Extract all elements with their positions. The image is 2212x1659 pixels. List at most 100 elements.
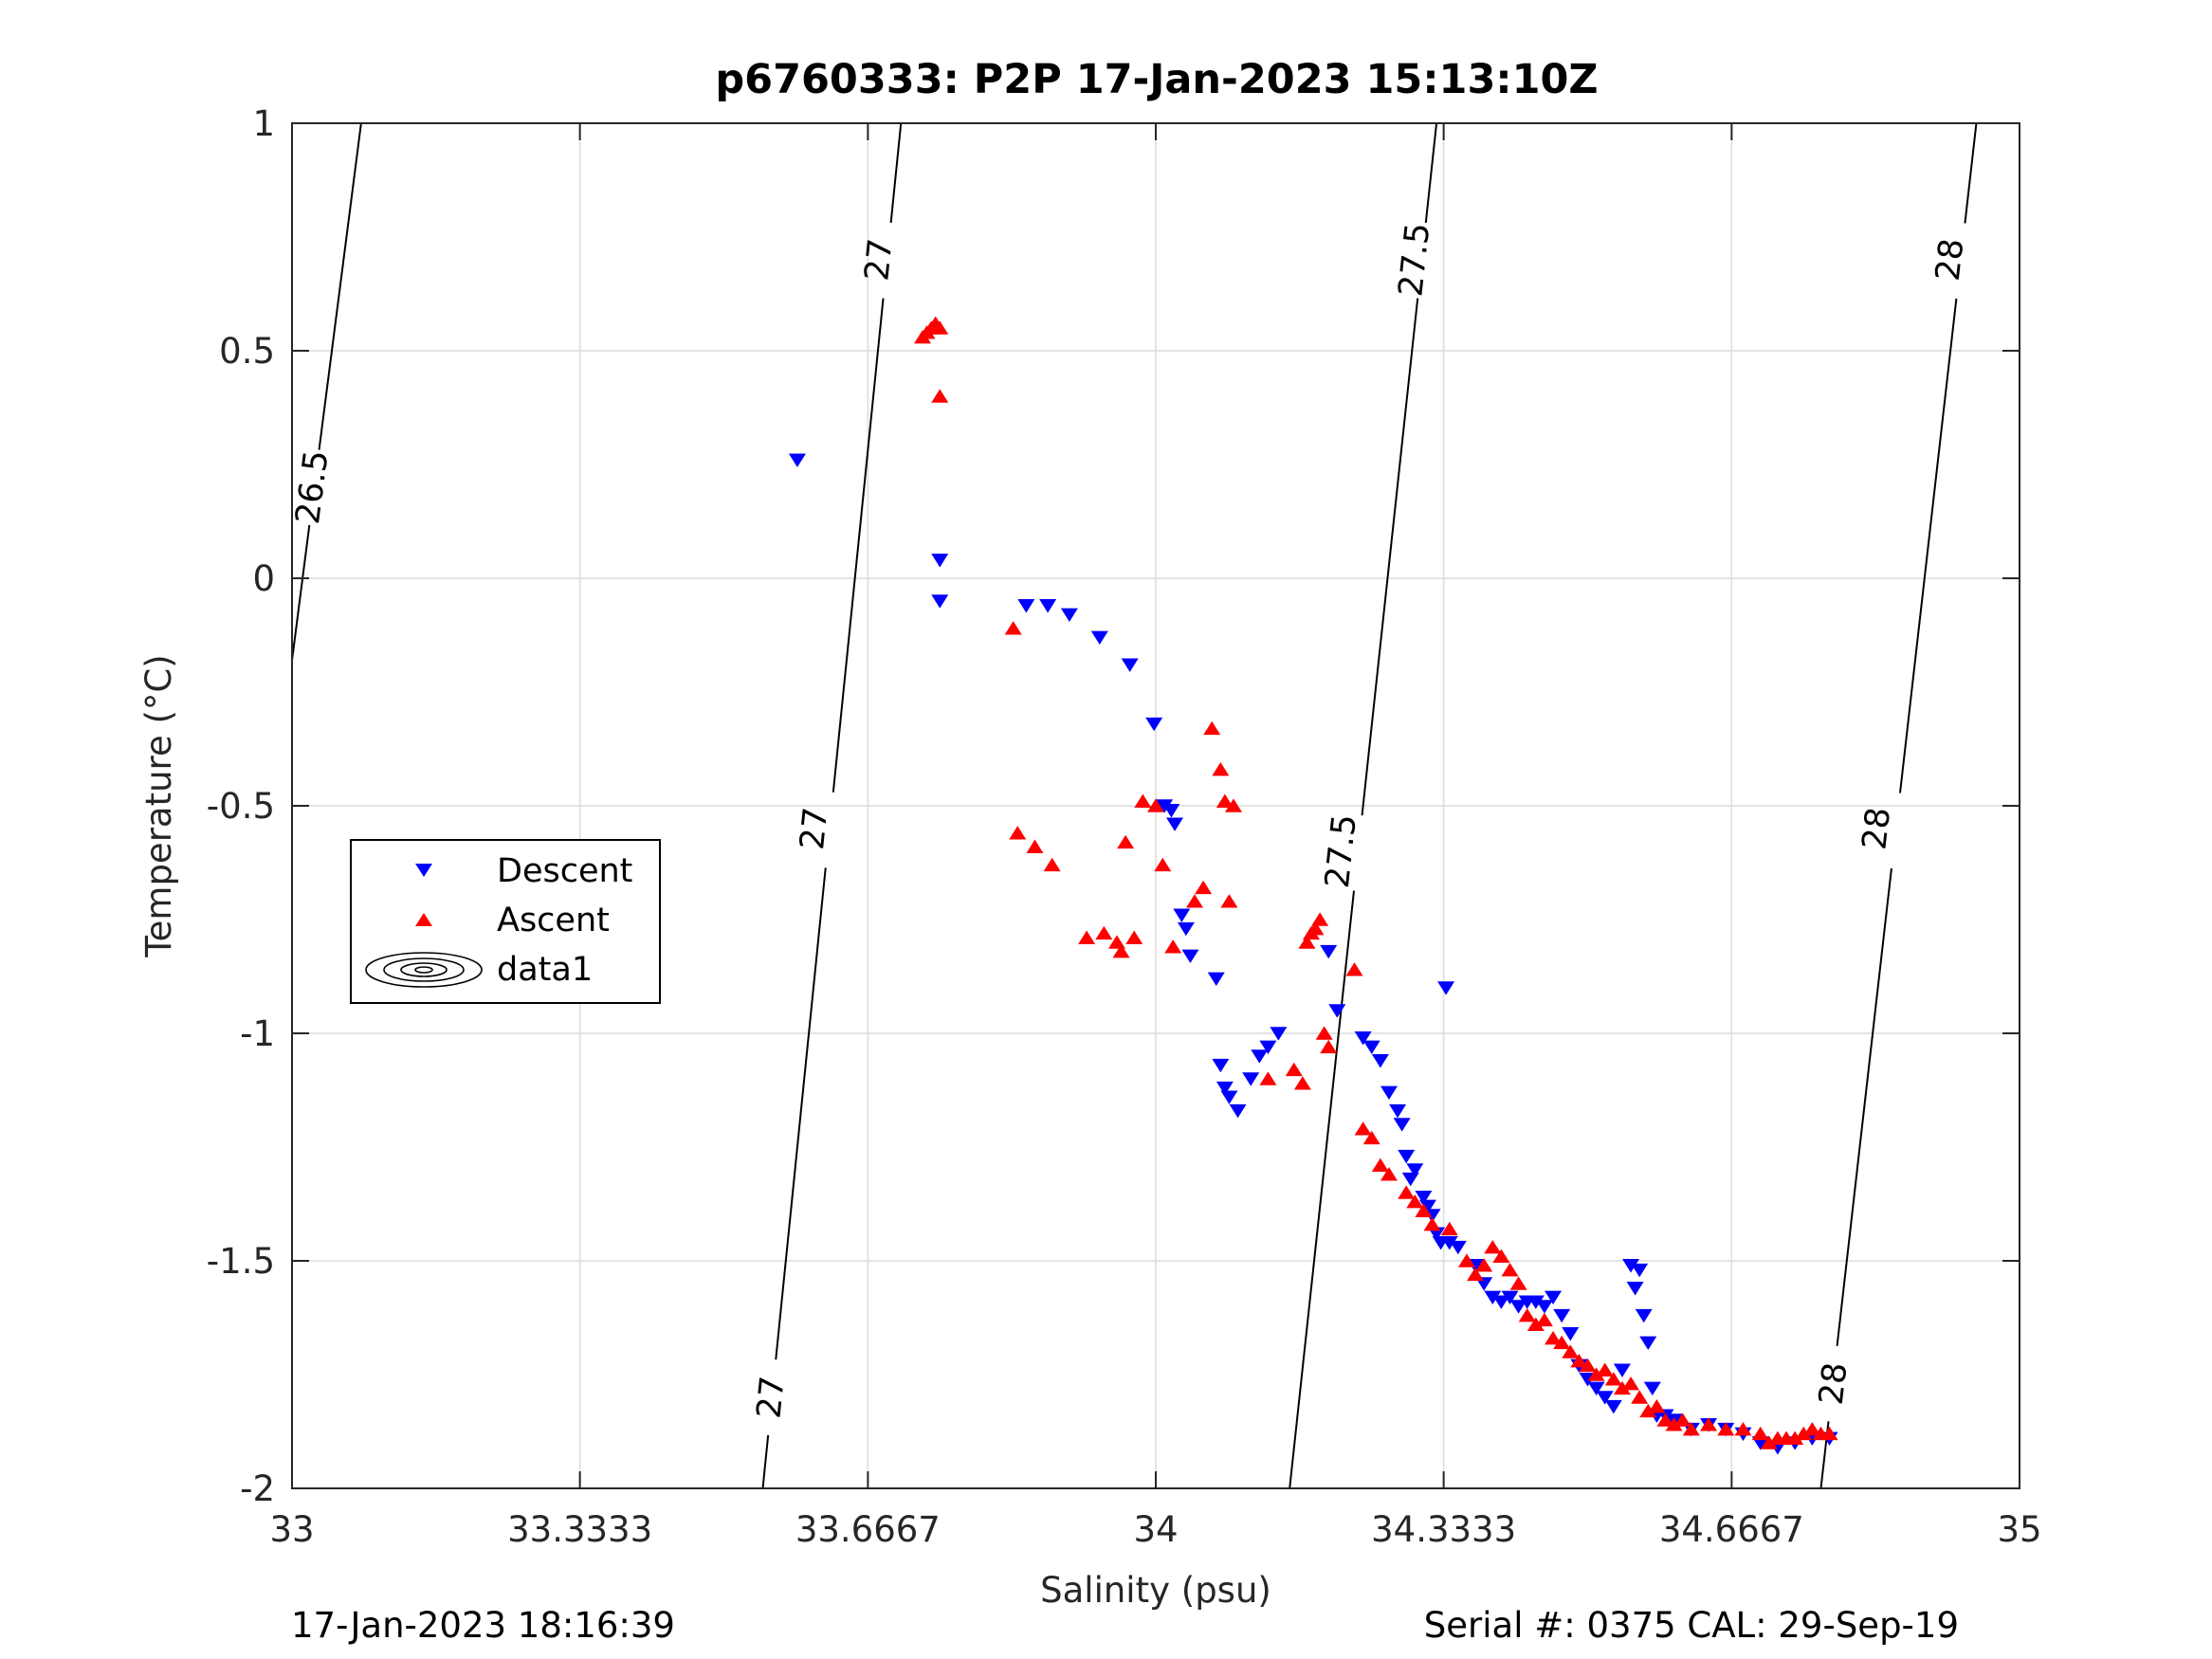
- ascent-point: [1345, 962, 1363, 976]
- legend-item-data1: data1: [365, 951, 593, 989]
- ascent-point: [1475, 1258, 1493, 1272]
- contour-label: 27: [794, 806, 835, 851]
- density-contours: 26.5 27 27 27 27.5 27.5 28 28 28: [289, 122, 1978, 1489]
- ascent-point: [1639, 1403, 1657, 1418]
- ascent-point: [1371, 1158, 1389, 1172]
- legend-item-descent: Descent: [415, 852, 632, 890]
- ascent-point: [1570, 1353, 1588, 1368]
- legend-box: [350, 839, 661, 1004]
- descent-point: [1631, 1263, 1649, 1278]
- descent-point: [1449, 1240, 1467, 1255]
- ascent-point: [1665, 1417, 1683, 1431]
- y-tick-label: -1.5: [207, 1241, 275, 1282]
- descent-point: [1509, 1300, 1527, 1314]
- ascent-point: [1820, 1426, 1838, 1441]
- descent-point: [1535, 1300, 1553, 1314]
- ascent-point: [1501, 1262, 1519, 1277]
- ascent-point: [1545, 1330, 1563, 1345]
- ascent-point: [1112, 943, 1130, 958]
- ascent-point: [1631, 1390, 1649, 1404]
- contour-line: [775, 867, 827, 1360]
- descent-point: [1501, 1290, 1519, 1305]
- legend-label-data1: data1: [497, 951, 593, 989]
- ascent-point: [1216, 793, 1234, 808]
- descent-point: [1440, 1236, 1458, 1250]
- series-ascent: [914, 316, 1838, 1449]
- contour-line: [832, 298, 885, 793]
- contour-line: [1361, 298, 1419, 816]
- contour-label: 28: [1929, 237, 1972, 283]
- contour-line: [761, 1434, 770, 1489]
- descent-point: [1562, 1327, 1580, 1341]
- descent-point: [1596, 1391, 1614, 1405]
- x-tick-label: 35: [1997, 1509, 2041, 1550]
- y-tick-label: 0.5: [219, 331, 275, 372]
- descent-point: [1393, 1118, 1411, 1132]
- x-axis-label: Salinity (psu): [1040, 1570, 1271, 1611]
- ascent-point: [1185, 894, 1203, 908]
- descent-point: [1242, 1072, 1260, 1086]
- x-tick-label: 34.3333: [1371, 1509, 1516, 1550]
- ascent-point: [1440, 1221, 1458, 1236]
- ascent-point: [1613, 1380, 1631, 1395]
- ascent-point: [1467, 1267, 1485, 1282]
- ascent-point: [1320, 1039, 1338, 1054]
- ascent-point: [1457, 1253, 1475, 1267]
- ascent-point: [1398, 1185, 1416, 1199]
- descent-point: [1121, 658, 1139, 672]
- contour-line: [318, 122, 362, 450]
- ascent-point: [1648, 1398, 1666, 1413]
- ascent-point: [1656, 1413, 1674, 1427]
- ascent-point: [1526, 1317, 1545, 1331]
- descent-point: [1626, 1282, 1644, 1296]
- contour-label: 27.5: [1319, 812, 1364, 890]
- ascent-point: [1673, 1413, 1691, 1427]
- descent-point: [1587, 1381, 1605, 1396]
- contour-line: [1289, 890, 1355, 1489]
- ascent-point: [1298, 935, 1316, 949]
- x-tick-label: 33.6667: [795, 1509, 941, 1550]
- ascent-point: [1195, 880, 1213, 895]
- ascent-point: [1509, 1276, 1527, 1290]
- descent-point: [1173, 908, 1191, 922]
- ascent-point: [1203, 720, 1221, 736]
- ascent-point: [1717, 1421, 1735, 1436]
- descent-point: [1177, 921, 1195, 937]
- ascent-point: [1311, 912, 1329, 926]
- ascent-point: [1285, 1062, 1303, 1077]
- descent-point: [1639, 1336, 1657, 1351]
- ascent-point: [1147, 798, 1164, 812]
- ascent-point: [1484, 1239, 1502, 1254]
- ascent-point: [1293, 1076, 1311, 1090]
- ascent-point: [1700, 1417, 1718, 1431]
- ascent-point: [1125, 930, 1143, 944]
- ascent-point: [931, 389, 949, 403]
- ascent-marker-icon: [415, 913, 432, 926]
- ascent-point: [1604, 1372, 1622, 1386]
- ascent-point: [1004, 621, 1022, 635]
- y-axis-label: Temperature (°C): [138, 654, 179, 957]
- descent-point: [1229, 1103, 1247, 1119]
- y-tick-label: 0: [252, 558, 275, 599]
- ascent-point: [1354, 1121, 1372, 1136]
- descent-point: [1526, 1295, 1545, 1309]
- ascent-point: [1220, 894, 1238, 908]
- descent-point: [1162, 804, 1180, 818]
- descent-point: [1406, 1163, 1424, 1177]
- descent-point: [1270, 1027, 1288, 1041]
- descent-point: [1362, 1040, 1380, 1055]
- descent-point: [1017, 599, 1035, 613]
- ascent-point: [1423, 1216, 1441, 1231]
- y-tick-label: -1: [240, 1013, 275, 1054]
- ascent-point: [1579, 1358, 1597, 1373]
- chart-title: p6760333: P2P 17-Jan-2023 15:13:10Z: [715, 56, 1598, 103]
- descent-point: [1220, 1090, 1238, 1104]
- ascent-point: [931, 320, 949, 335]
- descent-point: [1320, 944, 1338, 959]
- descent-point: [1643, 1381, 1661, 1396]
- ascent-point: [1117, 834, 1135, 849]
- ascent-point: [1562, 1344, 1580, 1358]
- descent-point: [931, 594, 949, 609]
- contour-line: [1964, 122, 1978, 224]
- ascent-point: [1682, 1421, 1700, 1436]
